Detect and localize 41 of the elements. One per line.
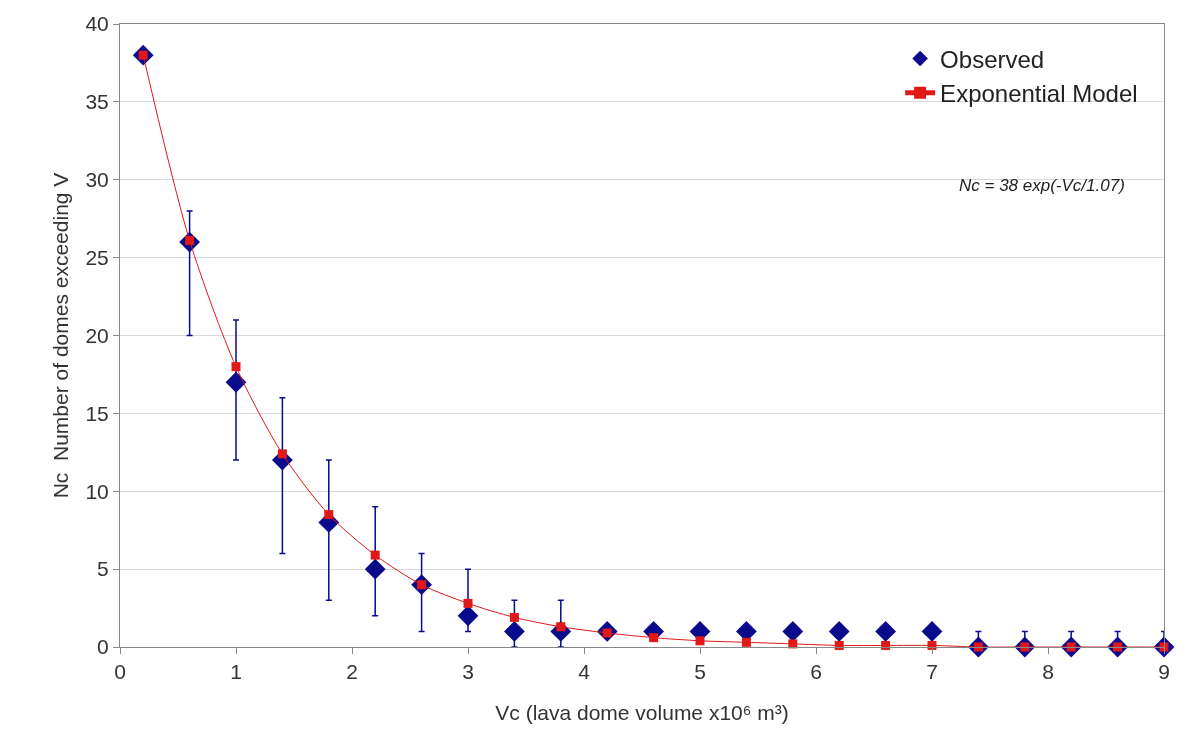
x-tick-label: 6 <box>810 660 822 684</box>
point <box>225 371 247 393</box>
y-tick-label: 15 <box>85 401 109 425</box>
point <box>504 621 525 642</box>
point <box>782 621 804 642</box>
x-tick-label: 5 <box>694 660 706 684</box>
point <box>921 621 943 642</box>
y-axis-title: Nc Number of domes exceeding V <box>49 172 72 499</box>
x-tick-label: 2 <box>346 660 358 684</box>
point <box>875 621 896 642</box>
y-tick-label: 35 <box>85 90 109 114</box>
y-tick-label: 40 <box>85 12 109 36</box>
point <box>828 621 850 642</box>
y-tick-label: 5 <box>97 557 109 581</box>
point <box>370 550 380 560</box>
point <box>231 362 241 372</box>
legend-label: Observed <box>940 45 1045 73</box>
annotation: Nc = 38 exp(-Vc/1.07) <box>959 176 1125 195</box>
point <box>457 605 479 627</box>
point <box>649 633 659 643</box>
x-tick-label: 7 <box>926 660 938 684</box>
x-tick-label: 1 <box>230 660 242 684</box>
point <box>463 598 473 608</box>
x-axis-title: Vc (lava dome volume x10⁶ m³) <box>495 701 789 724</box>
y-tick-label: 10 <box>85 479 109 503</box>
point <box>741 637 751 647</box>
x-tick-label: 0 <box>114 660 126 684</box>
x-tick-label: 9 <box>1158 660 1170 684</box>
x-tick-label: 3 <box>462 660 474 684</box>
point <box>509 612 519 622</box>
x-tick-label: 8 <box>1042 660 1054 684</box>
y-tick-label: 20 <box>85 323 109 347</box>
x-tick-label: 4 <box>578 660 591 684</box>
point <box>695 636 705 646</box>
legend-label: Exponential Model <box>940 80 1138 108</box>
y-tick-label: 0 <box>97 635 109 659</box>
point <box>277 449 287 459</box>
y-tick-label: 30 <box>85 168 109 192</box>
point <box>324 510 334 520</box>
y-tick-label: 25 <box>85 245 109 269</box>
point <box>364 558 386 580</box>
